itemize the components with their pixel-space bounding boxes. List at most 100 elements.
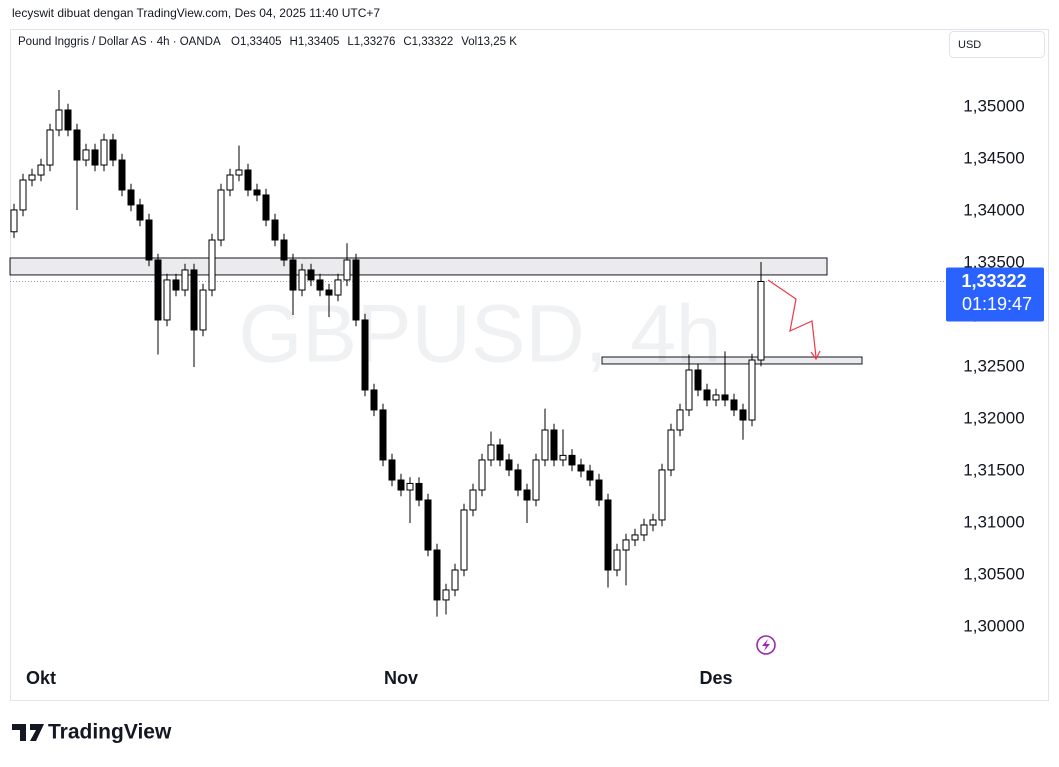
candle-body — [136, 204, 144, 221]
candle-body — [235, 169, 243, 176]
candle-body — [712, 394, 720, 401]
candle-body — [577, 464, 585, 472]
candle-body — [280, 239, 288, 261]
candle-body — [631, 534, 639, 541]
last-price-box — [946, 267, 1044, 322]
candle-body — [208, 239, 216, 291]
candle-body — [406, 482, 414, 491]
candle-body — [649, 519, 657, 526]
candle-body — [190, 269, 198, 331]
candle-body — [604, 499, 612, 571]
currency: USD — [958, 39, 981, 51]
candle-body — [496, 444, 504, 461]
candle-body — [478, 459, 486, 491]
candle-body — [415, 482, 423, 501]
candle-body — [145, 219, 153, 261]
y-tick-label: 1,34000 — [963, 200, 1024, 219]
event-bolt — [762, 639, 770, 651]
candle-body — [10, 209, 18, 233]
candle-body — [172, 279, 180, 291]
candle-body — [64, 109, 72, 131]
candle-body — [379, 409, 387, 461]
arrow-head — [810, 350, 821, 361]
candle-body — [352, 259, 360, 321]
legend-value: C1,33322 — [403, 36, 453, 48]
candle-body — [262, 194, 270, 221]
candle-body — [622, 539, 630, 551]
candle-body — [721, 394, 729, 401]
candle-body — [559, 454, 567, 461]
candle-body — [91, 149, 99, 166]
candle-body — [271, 219, 279, 241]
candle-body — [550, 429, 558, 461]
legend-value: L1,33276 — [347, 36, 395, 48]
y-tick-label: 1,31500 — [963, 460, 1024, 479]
candle-body — [325, 289, 333, 296]
candle-body — [424, 499, 432, 551]
y-tick-label: 1,32000 — [963, 408, 1024, 427]
currency-button[interactable] — [949, 31, 1045, 58]
candle-body — [514, 469, 522, 491]
candle-body — [100, 139, 108, 166]
candle-body — [28, 174, 36, 181]
candle-body — [118, 159, 126, 191]
candle-body — [433, 549, 441, 601]
legend-value: H1,33405 — [290, 36, 340, 48]
candle-body — [370, 389, 378, 411]
candle-body — [685, 369, 693, 411]
zone — [601, 356, 863, 365]
candle-body — [55, 109, 63, 131]
candle-body — [226, 174, 234, 191]
candle-body — [154, 259, 162, 321]
candle-body — [289, 259, 297, 291]
candle-body — [82, 149, 90, 161]
candle-body — [541, 429, 549, 461]
projection-arrow — [767, 279, 817, 358]
candle-body — [343, 259, 351, 281]
candle-body — [298, 269, 306, 291]
candle-body — [613, 549, 621, 571]
y-tick-label: 1,32500 — [963, 356, 1024, 375]
candle-body — [109, 139, 117, 161]
candle-body — [19, 179, 27, 211]
candle-body — [505, 459, 513, 471]
candle-body — [730, 399, 738, 411]
last-price-label: 1,33322 — [961, 271, 1026, 291]
candle-body — [361, 319, 369, 391]
brand: TradingView — [48, 721, 172, 744]
candle-body — [694, 369, 702, 391]
candle-body — [523, 489, 531, 501]
candle-body — [739, 409, 747, 421]
watermark: GBPUSD, 4h — [238, 289, 721, 380]
candle-body — [676, 409, 684, 431]
y-tick-label: 1,30000 — [963, 616, 1024, 635]
candle-body — [451, 569, 459, 591]
legend-value: Vol13,25 K — [461, 36, 517, 48]
candle-body — [748, 359, 756, 421]
candle-body — [586, 470, 594, 481]
candle-body — [181, 269, 189, 291]
brand-logo — [12, 724, 44, 741]
candle-body — [442, 589, 450, 601]
candle-body — [595, 479, 603, 501]
x-tick-label: Des — [699, 668, 732, 688]
frame — [10, 29, 1049, 701]
candle-body — [37, 164, 45, 176]
candle-body — [217, 189, 225, 241]
y-tick-label: 1,34500 — [963, 148, 1024, 167]
legend-symbol: Pound Inggris / Dollar AS · 4h · OANDA — [18, 36, 221, 48]
event-icon[interactable] — [756, 635, 776, 655]
candle-body — [253, 189, 261, 196]
candle-body — [568, 454, 576, 466]
candle-body — [73, 129, 81, 161]
legend-value: O1,33405 — [231, 36, 282, 48]
candle-body — [316, 279, 324, 291]
legend-ohlc: O1,33405 H1,33405 L1,33276 C1,33322 Vol13,25… — [231, 36, 517, 48]
y-tick-label: 1,35000 — [963, 96, 1024, 115]
y-tick-label: 1,30500 — [963, 564, 1024, 583]
candle-body — [397, 479, 405, 491]
candle-body — [46, 129, 54, 166]
zone — [9, 257, 828, 276]
candle-body — [532, 459, 540, 501]
